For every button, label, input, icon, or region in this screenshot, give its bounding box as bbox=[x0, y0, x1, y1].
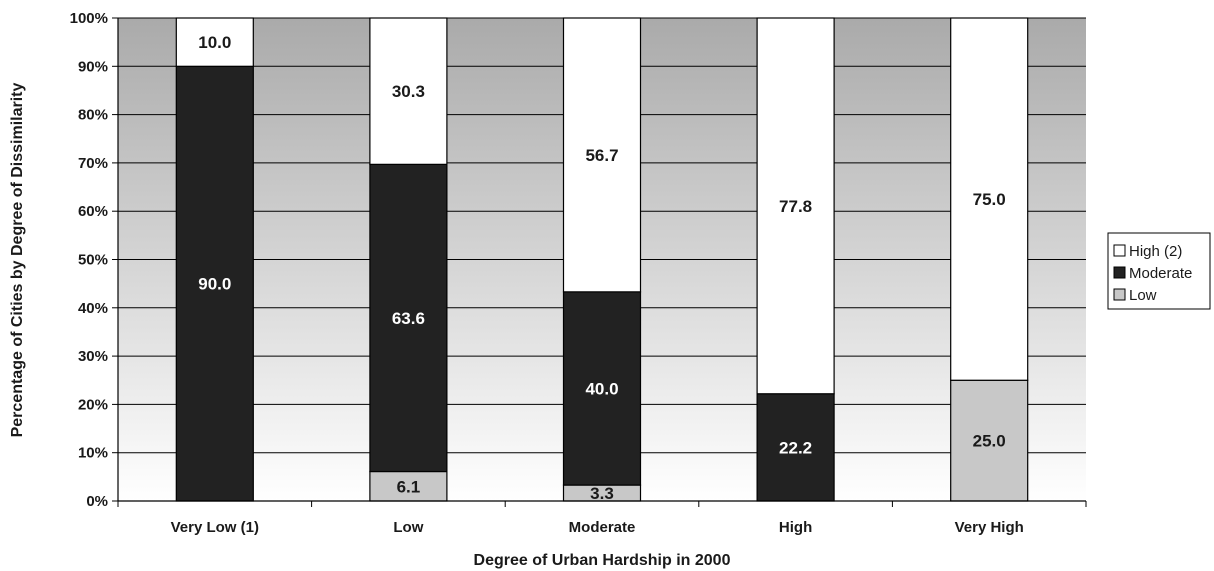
y-tick-labels: 0% 10% 20% 30% 40% 50% 60% 70% 80% 90% 100% bbox=[70, 10, 108, 510]
bar-segment-low bbox=[950, 379, 1029, 502]
bar-segment-high-2 bbox=[175, 17, 254, 67]
data-label: 22.2 bbox=[779, 438, 812, 457]
y-tick-label: 50% bbox=[78, 252, 108, 269]
legend-swatch bbox=[1113, 266, 1126, 279]
bar-segment-high-2 bbox=[562, 17, 642, 293]
data-label: 25.0 bbox=[973, 432, 1006, 451]
legend: High (2) Moderate Low bbox=[1107, 232, 1211, 310]
data-label: 63.6 bbox=[392, 309, 425, 328]
data-label: 90.0 bbox=[198, 275, 231, 294]
y-tick-label: 10% bbox=[78, 445, 108, 462]
y-tick-label: 80% bbox=[78, 107, 108, 124]
bars: 90.0 10.0 6.1 63.6 30.3 3.3 40.0 56.7 22.2 77.8 25… bbox=[175, 17, 1029, 503]
x-category-label: Low bbox=[393, 519, 423, 536]
bar-segment-high-2 bbox=[950, 17, 1029, 381]
y-tick-label: 90% bbox=[78, 58, 108, 75]
x-category-label: Very Low (1) bbox=[171, 519, 259, 536]
y-tick-label: 0% bbox=[86, 493, 108, 510]
x-category-labels: Very Low (1) Low Moderate High Very High bbox=[171, 519, 1024, 536]
bar-segment-high-2 bbox=[756, 17, 835, 395]
y-tick-label: 60% bbox=[78, 203, 108, 220]
legend-label: High (2) bbox=[1129, 243, 1182, 260]
bar-segment-high-2 bbox=[369, 17, 448, 165]
data-label: 75.0 bbox=[973, 190, 1006, 209]
bar-segment-low bbox=[369, 470, 448, 502]
x-category-label: Very High bbox=[955, 519, 1024, 536]
data-label: 30.3 bbox=[392, 82, 425, 101]
data-label: 10.0 bbox=[198, 33, 231, 52]
x-category-label: Moderate bbox=[569, 519, 636, 536]
data-label: 6.1 bbox=[397, 477, 421, 496]
legend-swatch bbox=[1113, 244, 1126, 257]
y-tick-label: 20% bbox=[78, 396, 108, 413]
data-label: 3.3 bbox=[590, 484, 614, 503]
legend-label: Moderate bbox=[1129, 265, 1192, 282]
y-axis-title: Percentage of Cities by Degree of Dissim… bbox=[9, 83, 26, 438]
y-tick-label: 30% bbox=[78, 348, 108, 365]
y-tick-label: 100% bbox=[70, 10, 108, 27]
bar-segment-moderate bbox=[369, 163, 448, 473]
x-axis-title: Degree of Urban Hardship in 2000 bbox=[474, 552, 731, 569]
x-category-label: High bbox=[779, 519, 812, 536]
data-label: 40.0 bbox=[585, 379, 618, 398]
axes bbox=[117, 18, 1087, 507]
data-label: 77.8 bbox=[779, 197, 812, 216]
legend-label: Low bbox=[1129, 287, 1157, 304]
data-label: 56.7 bbox=[585, 146, 618, 165]
bar-segment-moderate bbox=[175, 65, 254, 502]
legend-swatch bbox=[1113, 288, 1126, 301]
y-tick-label: 40% bbox=[78, 300, 108, 317]
y-tick-label: 70% bbox=[78, 155, 108, 172]
bar-segment-moderate bbox=[562, 291, 642, 486]
